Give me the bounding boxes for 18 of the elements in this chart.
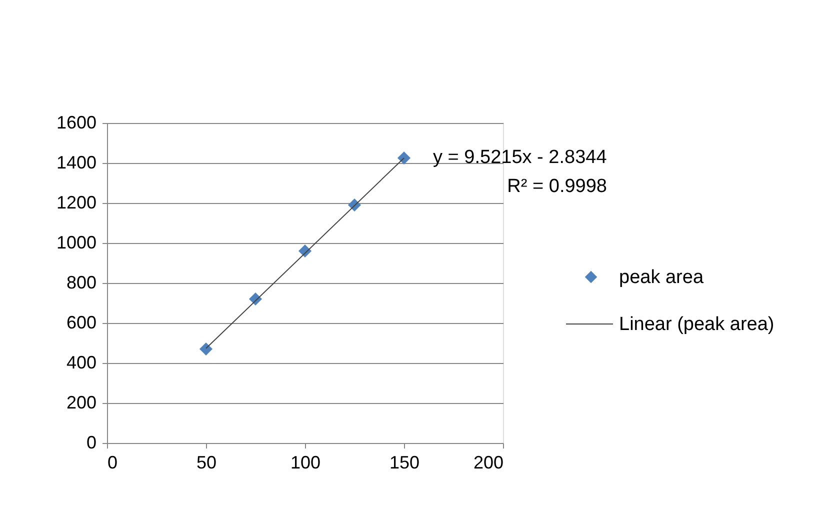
y-tick-label: 600 [66,312,96,332]
legend-label: peak area [619,267,704,288]
y-tick-label: 1000 [56,232,96,252]
y-tick-label: 200 [66,392,96,412]
x-tick-label: 50 [196,452,217,472]
y-tick-label: 400 [66,352,96,372]
y-tick-label: 1600 [56,112,96,132]
x-tick-label: 0 [108,452,118,472]
y-tick-label: 1200 [56,192,96,212]
y-tick-label: 800 [66,272,96,292]
annotation: y = 9.5215x - 2.8344 [433,147,608,168]
legend-label: Linear (peak area) [619,314,774,335]
x-tick-label: 200 [473,452,504,472]
y-tick-label: 1400 [56,152,96,172]
text: R² = 0.9998 [507,176,607,197]
x-tick-label: 150 [389,452,420,472]
y-tick-label: 0 [86,432,96,452]
x-tick-label: 100 [290,452,321,472]
